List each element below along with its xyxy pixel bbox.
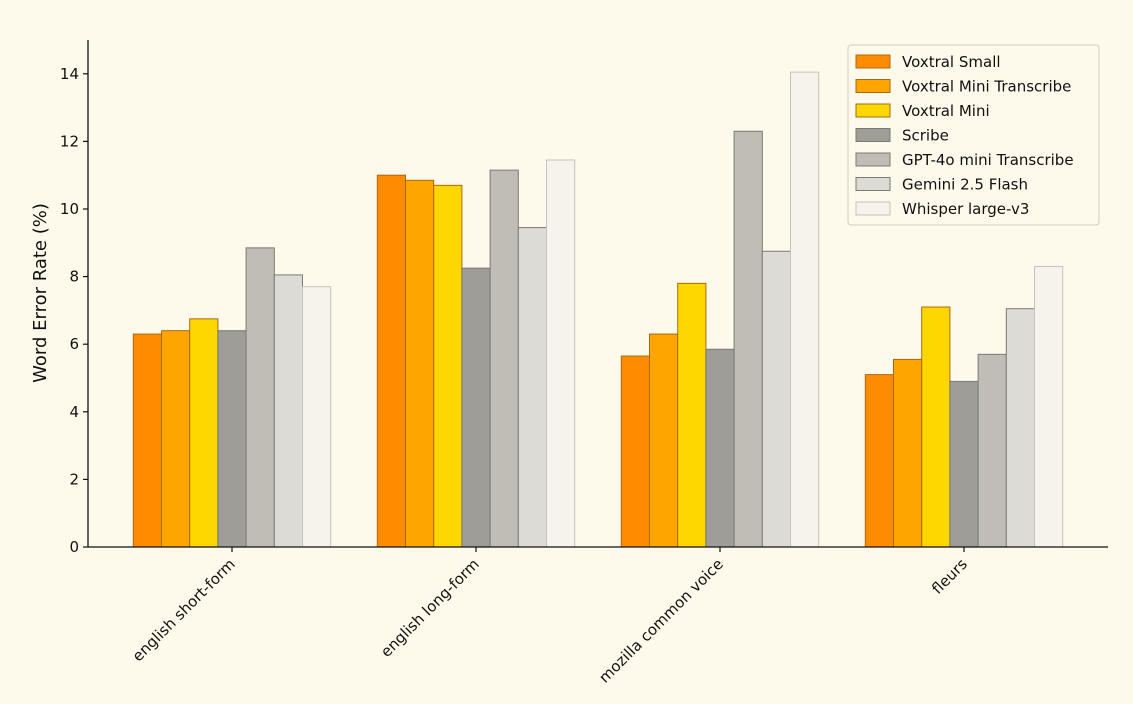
- legend-swatch: [855, 152, 891, 167]
- bar-gpt-4o-mini-transcribe-2: [733, 130, 763, 548]
- bar-scribe-0: [217, 330, 247, 548]
- y-tick-label: 8: [69, 268, 79, 286]
- bar-gemini-2-5-flash-1: [517, 227, 547, 548]
- bar-voxtral-small-1: [376, 174, 406, 548]
- legend-swatch: [855, 79, 891, 93]
- bar-scribe-1: [461, 267, 491, 548]
- x-tick-label: english long-form: [377, 555, 483, 661]
- bar-scribe-2: [705, 348, 735, 548]
- x-tick-label: mozilla common voice: [595, 555, 726, 686]
- x-ticks-group: english short-form english long-form mozil…: [129, 547, 971, 687]
- bar-voxtral-mini-0: [189, 318, 219, 548]
- bar-voxtral-mini-transcribe-1: [405, 179, 435, 548]
- y-tick-label: 0: [69, 538, 79, 556]
- legend-label: GPT-4o mini Transcribe: [902, 151, 1074, 169]
- y-tick-label: 14: [60, 65, 79, 83]
- y-tick-label: 12: [60, 132, 79, 150]
- legend-box: [847, 44, 1100, 226]
- bar-whisper-large-v3-0: [302, 286, 332, 548]
- bars-group: [132, 71, 1064, 548]
- bar-whisper-large-v3-3: [1034, 265, 1064, 548]
- bar-whisper-large-v3-2: [790, 71, 820, 548]
- axes-group: [87, 40, 1108, 548]
- bar-scribe-3: [949, 380, 979, 548]
- y-tick-label: 4: [69, 403, 79, 421]
- bar-voxtral-small-2: [620, 355, 650, 548]
- bar-gpt-4o-mini-transcribe-3: [977, 353, 1007, 548]
- legend-swatch: [855, 103, 891, 118]
- legend-label: Voxtral Mini Transcribe: [902, 78, 1071, 96]
- bar-gemini-2-5-flash-0: [273, 274, 303, 548]
- y-axis-title: Word Error Rate (%): [30, 203, 51, 383]
- legend-label: Scribe: [902, 127, 949, 145]
- x-tick-label: english short-form: [129, 555, 239, 665]
- legend-swatch: [855, 177, 891, 191]
- legend: Voxtral Small Voxtral Mini Transcribe Voxt…: [847, 44, 1100, 226]
- bar-voxtral-small-0: [132, 333, 163, 548]
- x-tick-label: fleurs: [928, 555, 971, 598]
- bar-voxtral-mini-transcribe-3: [893, 358, 923, 548]
- y-tick-label: 10: [60, 200, 79, 218]
- bar-voxtral-mini-2: [677, 282, 707, 548]
- bar-voxtral-small-3: [864, 374, 894, 548]
- y-ticks-group: 0 2 4 6 8 10 12 14: [60, 65, 88, 556]
- y-tick-label: 2: [69, 470, 79, 488]
- bar-voxtral-mini-transcribe-0: [161, 330, 191, 548]
- bar-voxtral-mini-3: [921, 306, 951, 548]
- bar-voxtral-mini-transcribe-2: [649, 333, 679, 548]
- bar-whisper-large-v3-1: [546, 159, 576, 548]
- legend-label: Voxtral Small: [902, 53, 1001, 71]
- legend-label: Gemini 2.5 Flash: [902, 176, 1028, 194]
- legend-swatch: [855, 201, 891, 216]
- bar-gemini-2-5-flash-3: [1005, 308, 1035, 548]
- bar-gemini-2-5-flash-2: [761, 250, 791, 548]
- bar-gpt-4o-mini-transcribe-0: [245, 247, 275, 548]
- y-tick-label: 6: [69, 335, 79, 353]
- legend-label: Voxtral Mini: [902, 102, 990, 120]
- legend-swatch: [855, 128, 891, 142]
- legend-swatch: [855, 54, 891, 69]
- legend-label: Whisper large-v3: [902, 200, 1029, 218]
- bar-voxtral-mini-1: [433, 184, 463, 548]
- bar-gpt-4o-mini-transcribe-1: [489, 169, 519, 548]
